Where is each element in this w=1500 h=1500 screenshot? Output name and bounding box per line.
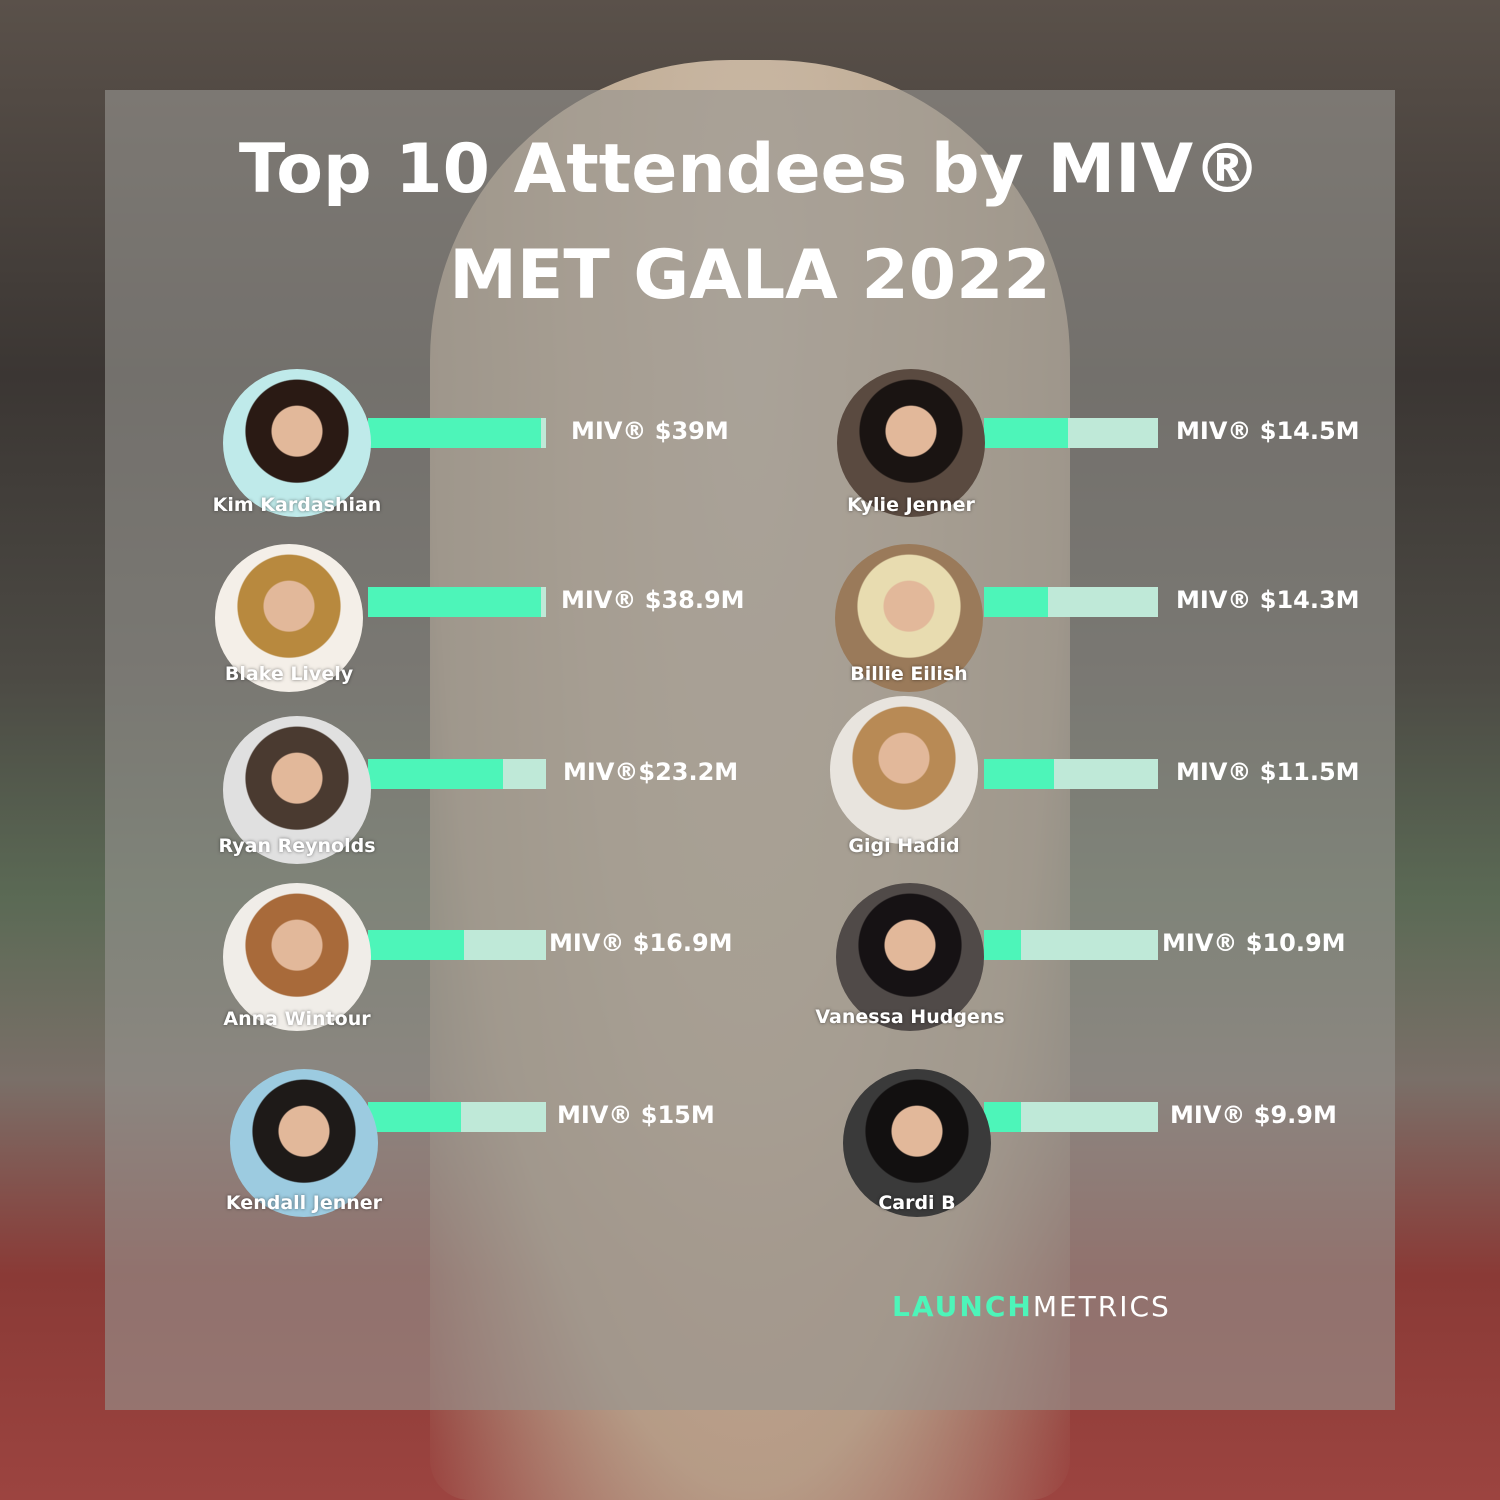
bar-track <box>368 587 546 617</box>
miv-value-label: MIV® $14.5M <box>1176 417 1360 445</box>
bar-fill <box>368 418 541 448</box>
bar-track <box>984 759 1158 789</box>
bar-track <box>368 759 546 789</box>
attendee-name: Anna Wintour <box>223 1008 371 1030</box>
attendee-name: Blake Lively <box>224 663 354 685</box>
miv-value-label: MIV® $38.9M <box>561 586 745 614</box>
attendee-photo <box>835 544 983 692</box>
miv-value-label: MIV® $11.5M <box>1176 758 1360 786</box>
attendee-name: Cardi B <box>878 1192 956 1214</box>
attendee-photo <box>215 544 363 692</box>
attendee-name: Ryan Reynolds <box>218 835 376 857</box>
attendee-photo <box>837 369 985 517</box>
attendee-photo <box>230 1069 378 1217</box>
attendee-name: Kendall Jenner <box>225 1192 383 1214</box>
bar-track <box>368 1102 546 1132</box>
bar-fill <box>368 1102 461 1132</box>
bar-track <box>984 930 1158 960</box>
miv-value-label: MIV® $39M <box>571 417 729 445</box>
attendee-photo <box>223 883 371 1031</box>
title-line-1: Top 10 Attendees by MIV® <box>238 130 1262 209</box>
bar-fill <box>984 759 1054 789</box>
bar-track <box>984 418 1158 448</box>
bar-track <box>984 1102 1158 1132</box>
bar-fill <box>368 759 504 789</box>
miv-value-label: MIV® $15M <box>557 1101 715 1129</box>
miv-value-label: MIV® $9.9M <box>1170 1101 1337 1129</box>
bar-track <box>368 418 546 448</box>
bar-track <box>368 930 546 960</box>
attendee-name: Kylie Jenner <box>847 494 975 516</box>
bar-fill <box>984 587 1049 617</box>
attendee-name: Gigi Hadid <box>848 835 960 857</box>
bar-fill <box>368 930 465 960</box>
miv-value-label: MIV® $10.9M <box>1162 929 1346 957</box>
attendee-name: Vanessa Hudgens <box>815 1006 1005 1028</box>
attendee-name: Billie Eilish <box>850 663 968 685</box>
bar-track <box>984 587 1158 617</box>
attendee-photo <box>843 1069 991 1217</box>
attendee-photo <box>223 716 371 864</box>
attendee-photo <box>830 696 978 844</box>
attendee-photo <box>223 369 371 517</box>
title-line-2: MET GALA 2022 <box>449 236 1051 315</box>
bar-fill <box>984 418 1068 448</box>
launchmetrics-logo: LAUNCHMETRICS <box>892 1290 1171 1323</box>
attendee-photo <box>836 883 984 1031</box>
bar-fill <box>984 930 1021 960</box>
miv-value-label: MIV® $14.3M <box>1176 586 1360 614</box>
bar-fill <box>368 587 541 617</box>
miv-value-label: MIV® $16.9M <box>549 929 733 957</box>
miv-value-label: MIV®$23.2M <box>563 758 739 786</box>
bar-fill <box>984 1102 1021 1132</box>
attendee-name: Kim Kardashian <box>212 494 382 516</box>
